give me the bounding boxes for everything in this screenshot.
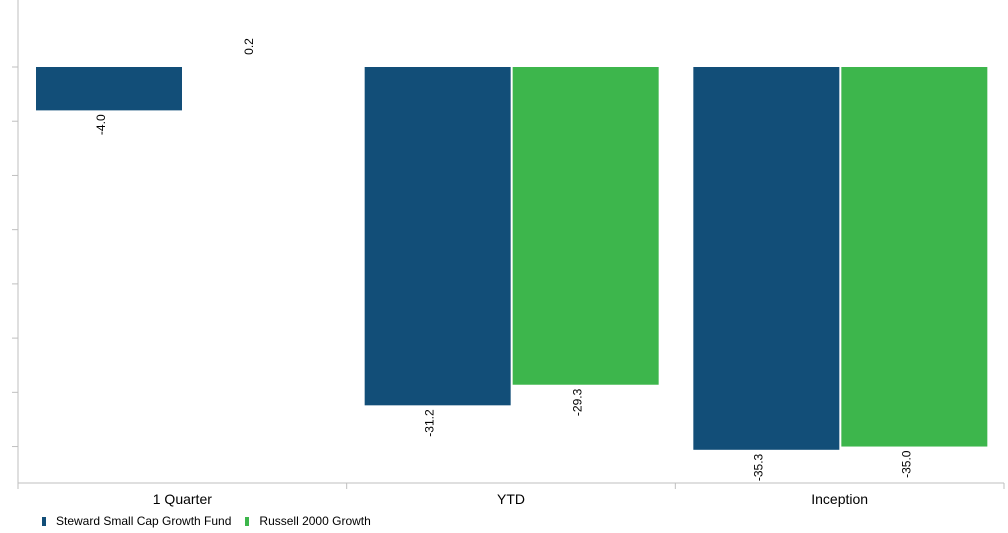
data-label: -35.0 xyxy=(899,450,913,478)
bar-benchmark-2 xyxy=(841,67,988,447)
legend-label-fund: Steward Small Cap Growth Fund xyxy=(56,514,232,528)
axes xyxy=(12,0,1005,489)
category-label: Inception xyxy=(811,491,868,507)
bar-fund-0 xyxy=(36,67,182,111)
data-label: -35.3 xyxy=(751,453,765,481)
data-labels: -4.0 0.2 -31.2 -29.3 -35.3 -35.0 xyxy=(94,38,913,481)
data-label: 0.2 xyxy=(242,38,256,55)
category-labels: 1 Quarter YTD Inception xyxy=(153,491,868,507)
bar-fund-2 xyxy=(693,67,840,450)
data-label: -31.2 xyxy=(423,409,437,437)
legend-item-benchmark: Russell 2000 Growth xyxy=(245,514,371,528)
category-label: 1 Quarter xyxy=(153,491,212,507)
chart: -4.0 0.2 -31.2 -29.3 -35.3 -35.0 1 Quarter YTD… xyxy=(12,0,1005,507)
data-label: -29.3 xyxy=(571,388,585,416)
legend-label-benchmark: Russell 2000 Growth xyxy=(259,514,371,528)
data-label: -4.0 xyxy=(94,114,108,135)
legend-swatch-fund xyxy=(42,516,46,526)
bars xyxy=(36,67,988,450)
legend-swatch-benchmark xyxy=(245,516,250,526)
legend: Steward Small Cap Growth Fund Russell 20… xyxy=(42,514,385,528)
bar-benchmark-1 xyxy=(512,67,659,385)
category-label: YTD xyxy=(497,491,525,507)
bar-fund-1 xyxy=(364,67,511,406)
legend-item-fund: Steward Small Cap Growth Fund xyxy=(42,514,231,528)
